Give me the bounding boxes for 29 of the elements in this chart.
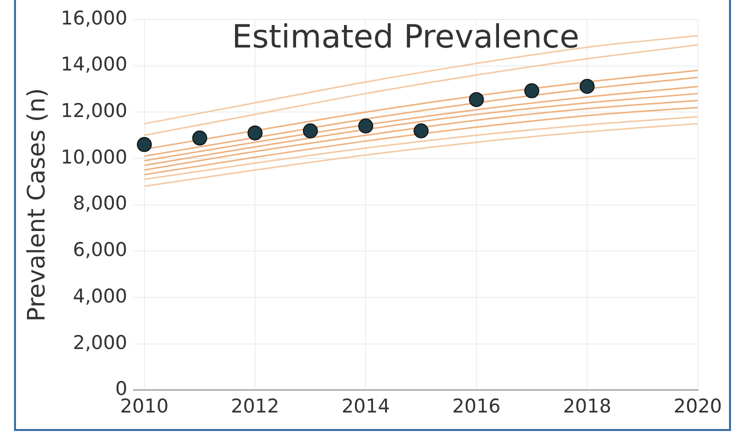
point: [302, 123, 318, 138]
y-tick-label: 8,000: [72, 192, 128, 215]
point: [524, 83, 540, 98]
y-tick-label: 6,000: [72, 239, 128, 262]
point: [248, 125, 263, 140]
point: [580, 78, 595, 94]
line-series: [144, 106, 698, 176]
point: [136, 137, 152, 152]
chart-title: Estimated Prevalence: [232, 18, 580, 56]
x-tick-label: 2010: [120, 396, 169, 418]
y-tick-label: 12,000: [60, 100, 128, 122]
x-tick-label: 2016: [452, 396, 501, 418]
line-series: [144, 116, 698, 180]
y-tick-label: 16,000: [60, 7, 128, 30]
y-tick-label: 2,000: [72, 332, 128, 354]
y-tick-label: 14,000: [60, 54, 128, 76]
x-tick-label: 2012: [230, 396, 280, 418]
point: [358, 118, 374, 134]
y-axis-title: Prevalent Cases (n): [22, 88, 51, 322]
point: [192, 130, 208, 146]
x-tick-label: 2020: [674, 396, 722, 418]
line-series: [144, 122, 698, 188]
x-tick-label: 2018: [562, 396, 612, 418]
point: [468, 92, 484, 108]
line-series: [144, 76, 698, 157]
point: [414, 123, 429, 138]
y-tick-label: 10,000: [60, 146, 128, 168]
y-tick-label: 4,000: [72, 285, 128, 308]
x-tick-label: 2014: [342, 396, 390, 418]
